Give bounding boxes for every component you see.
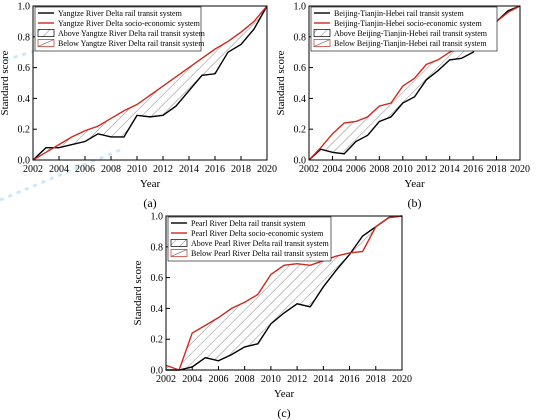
x-tick-label: 2004 xyxy=(322,164,342,175)
y-tick-label: 0.2 xyxy=(294,125,307,136)
legend-box xyxy=(167,216,332,262)
x-tick-label: 2014 xyxy=(179,164,199,175)
y-axis-title: Standard score xyxy=(132,260,144,325)
x-axis-title: Year xyxy=(140,178,161,190)
x-tick-label: 2010 xyxy=(393,164,413,175)
chart-panel-1: 2002 2004 2006 2008 2010 2012 2014 2016 2018 2020… xyxy=(0,2,277,211)
x-tick-label: 2012 xyxy=(153,164,173,175)
x-tick-label: 2008 xyxy=(235,374,255,385)
x-tick-label: 2014 xyxy=(313,374,333,385)
legend-box xyxy=(34,6,202,52)
x-tick-label: 2018 xyxy=(231,164,251,175)
x-tick-label: 2004 xyxy=(182,374,202,385)
x-tick-label: 2006 xyxy=(75,164,95,175)
chart-panel-3: 2002 2004 2006 2008 2010 2012 2014 2016 2018 2020… xyxy=(132,212,412,420)
panel-label: (b) xyxy=(408,196,422,210)
rail-transit-line xyxy=(32,5,268,161)
x-tick-label: 2006 xyxy=(208,374,228,385)
x-axis-title: Year xyxy=(404,178,425,190)
x-tick-label: 2002 xyxy=(156,374,176,385)
x-tick-label: 2008 xyxy=(369,164,389,175)
plot-frame xyxy=(308,5,521,161)
legend-entry: Pearl River Delta rail transit system xyxy=(191,219,306,228)
x-tick-label: 2014 xyxy=(440,164,460,175)
legend-entry: Yangtze River Delta rail transit system xyxy=(58,9,183,18)
legend-entry: Beijing-Tianjin-Hebei rail transit syste… xyxy=(334,9,464,18)
x-tick-label: 2002 xyxy=(23,164,43,175)
y-tick-label: 0.8 xyxy=(294,32,307,43)
y-tick-label: 0.4 xyxy=(18,94,31,105)
legend-entry: Above Pearl River Delta rail transit sys… xyxy=(191,239,330,248)
panel-label: (c) xyxy=(277,406,290,420)
y-tick-label: 1.0 xyxy=(294,2,307,13)
plot-frame xyxy=(165,215,403,371)
x-tick-label: 2010 xyxy=(127,164,147,175)
legend-entry: Below Beijing-Tianjin-Hebei rail transit… xyxy=(334,39,487,48)
x-tick-label: 2020 xyxy=(257,164,277,175)
legend-entry: Above Beijing-Tianjin-Hebei rail transit… xyxy=(334,29,488,38)
legend-entry: Above Yangtze River Delta rail transit s… xyxy=(58,29,206,38)
chart-panel-2: 2002 2004 2006 2008 2010 2012 2014 2016 2018 2020… xyxy=(275,2,530,211)
x-axis-title: Year xyxy=(274,388,295,400)
x-tick-label: 2020 xyxy=(392,374,412,385)
legend-swatch-above xyxy=(170,239,188,247)
y-tick-label: 0.6 xyxy=(294,63,307,74)
socio-economic-line xyxy=(165,215,403,371)
rail-transit-line xyxy=(166,215,403,371)
y-tick-label: 0.0 xyxy=(18,156,31,167)
legend-entry: Pearl River Delta socio-economic system xyxy=(191,229,324,238)
legend-entry: Below Yangtze River Delta rail transit s… xyxy=(58,39,205,48)
legend: Yangtze River Delta rail transit systemY… xyxy=(34,6,206,52)
legend: Pearl River Delta rail transit systemPea… xyxy=(167,216,332,262)
x-tick-label: 2004 xyxy=(49,164,69,175)
y-tick-label: 0.8 xyxy=(151,242,164,253)
x-tick-label: 2016 xyxy=(340,374,360,385)
x-tick-label: 2010 xyxy=(261,374,281,385)
y-tick-label: 1.0 xyxy=(18,2,31,13)
y-tick-label: 0.4 xyxy=(294,94,307,105)
x-tick-label: 2020 xyxy=(510,164,530,175)
x-tick-label: 2012 xyxy=(416,164,436,175)
y-tick-label: 0.0 xyxy=(294,156,307,167)
hatched-gap-area xyxy=(166,216,402,370)
socio-economic-line xyxy=(32,5,268,161)
legend-entry: Yangtze River Delta socio-economic syste… xyxy=(58,19,201,28)
legend-swatch-above xyxy=(313,29,331,37)
x-tick-label: 2018 xyxy=(487,164,507,175)
x-tick-label: 2006 xyxy=(346,164,366,175)
y-tick-label: 0.0 xyxy=(151,366,164,377)
y-tick-label: 0.2 xyxy=(18,125,31,136)
y-tick-label: 0.8 xyxy=(18,32,31,43)
x-tick-label: 2002 xyxy=(299,164,319,175)
legend: Beijing-Tianjin-Hebei rail transit syste… xyxy=(310,6,498,52)
legend-swatch-below-hatch xyxy=(313,39,331,47)
y-tick-label: 0.2 xyxy=(151,335,164,346)
x-tick-label: 2016 xyxy=(463,164,483,175)
legend-swatch-above xyxy=(37,29,55,37)
x-tick-label: 2012 xyxy=(287,374,307,385)
legend-swatch-below-hatch xyxy=(37,39,55,47)
x-tick-label: 2018 xyxy=(366,374,386,385)
legend-swatch-below-hatch xyxy=(170,249,188,257)
y-tick-label: 0.6 xyxy=(151,273,164,284)
x-tick-label: 2016 xyxy=(205,164,225,175)
y-tick-label: 0.4 xyxy=(151,304,164,315)
x-tick-label: 2008 xyxy=(101,164,121,175)
y-tick-label: 1.0 xyxy=(151,212,164,223)
legend-entry: Beijing-Tianjin-Hebei socio-economic sys… xyxy=(334,19,482,28)
y-tick-label: 0.6 xyxy=(18,63,31,74)
panel-label: (a) xyxy=(143,196,156,210)
y-axis-title: Standard score xyxy=(0,50,11,115)
y-axis-title: Standard score xyxy=(275,50,287,115)
legend-entry: Below Pearl River Delta rail transit sys… xyxy=(191,249,329,258)
legend-box xyxy=(310,6,498,52)
plot-frame xyxy=(32,5,268,161)
